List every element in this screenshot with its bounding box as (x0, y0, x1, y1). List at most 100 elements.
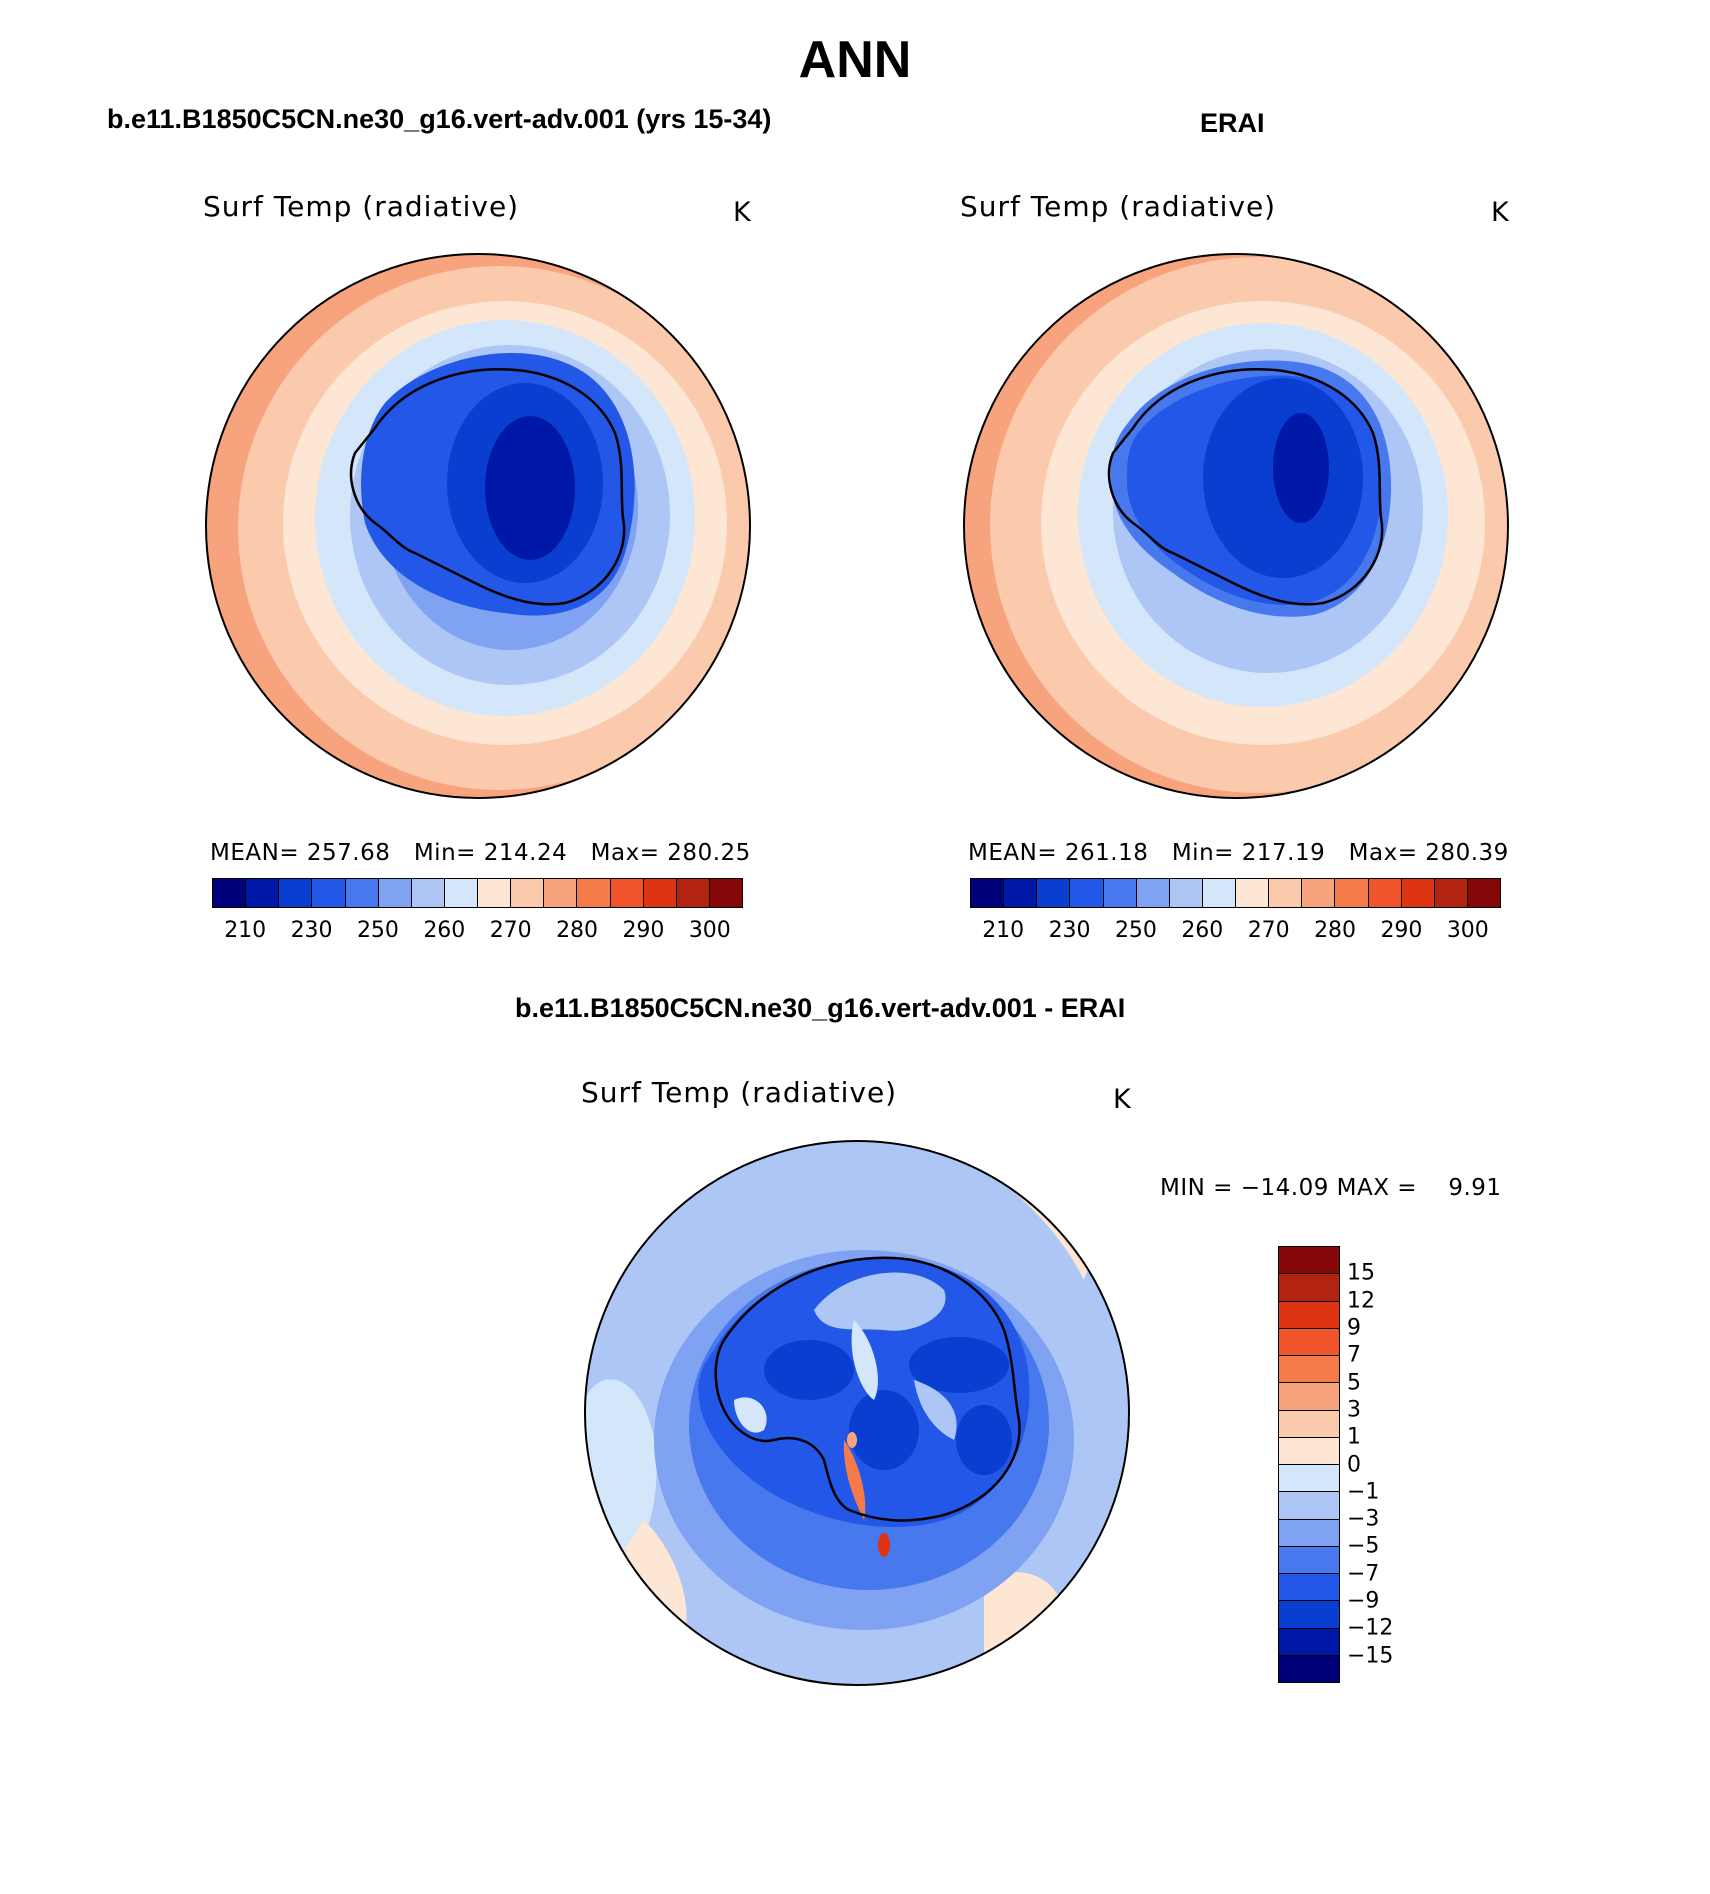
colorbar-segment (1279, 1437, 1339, 1465)
obs-mean-value: 261.18 (1064, 840, 1149, 866)
colorbar-segment (1368, 879, 1402, 907)
diff-case-title: b.e11.B1850C5CN.ne30_g16.vert-adv.001 - … (515, 993, 1126, 1023)
colorbar-segment (312, 879, 346, 907)
colorbar-segment (279, 879, 313, 907)
colorbar-segment (1279, 1356, 1339, 1384)
colorbar-segment (1169, 879, 1203, 907)
colorbar-segment (1467, 879, 1500, 907)
obs-colorbar-ticks: 210 230 250 260 270 280 290 300 (970, 918, 1501, 946)
colorbar-segment (1279, 1601, 1339, 1629)
model-colorbar-ticks: 210 230 250 260 270 280 290 300 (212, 918, 743, 946)
colorbar-segment (577, 879, 611, 907)
obs-map-border (963, 253, 1509, 799)
obs-mean-label: MEAN= (968, 840, 1058, 866)
model-stats: MEAN= 257.68 Min= 214.24 Max= 280.25 (210, 840, 751, 866)
obs-coastline (1107, 368, 1384, 606)
colorbar-tick-label: 290 (622, 918, 665, 943)
colorbar-tick-label: 9 (1347, 1315, 1361, 1341)
model-min-label: Min= (413, 840, 476, 866)
model-case-title: b.e11.B1850C5CN.ne30_g16.vert-adv.001 (y… (107, 104, 772, 134)
colorbar-tick-label: 250 (1114, 918, 1157, 943)
colorbar-tick-label: 260 (423, 918, 466, 943)
colorbar-tick-label: 210 (224, 918, 267, 943)
obs-max-value: 280.39 (1425, 840, 1509, 866)
colorbar-tick-label: 230 (290, 918, 333, 943)
colorbar-tick-label: 210 (982, 918, 1025, 943)
colorbar-tick-label: −5 (1347, 1533, 1380, 1559)
colorbar-segment (643, 879, 677, 907)
colorbar-segment (1302, 879, 1336, 907)
colorbar-segment (1279, 1519, 1339, 1547)
model-coastline (349, 368, 626, 606)
colorbar-segment (709, 879, 742, 907)
colorbar-segment (213, 879, 247, 907)
diff-polar-map (584, 1140, 1130, 1686)
colorbar-tick-label: 0 (1347, 1452, 1361, 1477)
colorbar-segment (1335, 879, 1369, 907)
colorbar-segment (1202, 879, 1236, 907)
colorbar-segment (1279, 1410, 1339, 1438)
colorbar-tick-label: 290 (1380, 918, 1423, 943)
colorbar-tick-label: 280 (556, 918, 599, 943)
diff-map-border (584, 1140, 1130, 1686)
colorbar-segment (1279, 1628, 1339, 1656)
colorbar-tick-label: 270 (489, 918, 532, 943)
colorbar-segment (1279, 1328, 1339, 1356)
colorbar-segment (1279, 1574, 1339, 1602)
colorbar-segment (1236, 879, 1270, 907)
colorbar-segment (1279, 1655, 1339, 1682)
obs-colorbar (970, 878, 1501, 908)
obs-min-label: Min= (1171, 840, 1234, 866)
diff-variable-label: Surf Temp (radiative) (581, 1076, 898, 1109)
model-min-value: 214.24 (483, 840, 568, 866)
colorbar-segment (1070, 879, 1104, 907)
page-title: ANN (798, 31, 912, 89)
colorbar-segment (444, 879, 478, 907)
diff-coastline (714, 1256, 1021, 1522)
colorbar-tick-label: 15 (1347, 1260, 1375, 1286)
colorbar-segment (1279, 1247, 1339, 1275)
colorbar-tick-label: −1 (1347, 1479, 1380, 1505)
model-variable-label: Surf Temp (radiative) (203, 190, 520, 223)
obs-max-label: Max= (1348, 840, 1418, 866)
colorbar-tick-label: 12 (1347, 1288, 1375, 1314)
colorbar-segment (1269, 879, 1303, 907)
colorbar-tick-label: 3 (1347, 1397, 1361, 1423)
colorbar-segment (378, 879, 412, 907)
diff-units-label: K (1113, 1084, 1131, 1115)
colorbar-tick-label: −9 (1347, 1588, 1380, 1614)
colorbar-segment (1037, 879, 1071, 907)
colorbar-segment (610, 879, 644, 907)
diff-colorbar (1278, 1246, 1340, 1683)
colorbar-tick-label: −12 (1347, 1615, 1394, 1641)
model-max-label: Max= (590, 840, 660, 866)
colorbar-tick-label: −7 (1347, 1561, 1380, 1587)
colorbar-tick-label: 300 (688, 918, 731, 943)
diff-minmax-label: MIN = −14.09 MAX = 9.91 (1160, 1175, 1502, 1201)
colorbar-segment (544, 879, 578, 907)
colorbar-tick-label: 230 (1048, 918, 1091, 943)
obs-variable-label: Surf Temp (radiative) (960, 190, 1277, 223)
colorbar-segment (1136, 879, 1170, 907)
colorbar-segment (1279, 1301, 1339, 1329)
colorbar-tick-label: 270 (1247, 918, 1290, 943)
colorbar-segment (246, 879, 280, 907)
colorbar-tick-label: 250 (356, 918, 399, 943)
colorbar-segment (345, 879, 379, 907)
colorbar-segment (676, 879, 710, 907)
obs-min-value: 217.19 (1241, 840, 1326, 866)
diff-colorbar-ticks: 15 12 9 7 5 3 1 0 −1 −3 −5 −7 −9 −12 −15 (1347, 1246, 1427, 1683)
colorbar-tick-label: −3 (1347, 1506, 1380, 1532)
obs-case-title: ERAI (1200, 108, 1265, 138)
obs-polar-map (963, 253, 1509, 799)
colorbar-segment (1279, 1274, 1339, 1302)
obs-stats: MEAN= 261.18 Min= 217.19 Max= 280.39 (968, 840, 1509, 866)
colorbar-tick-label: 1 (1347, 1424, 1361, 1450)
model-mean-value: 257.68 (306, 840, 391, 866)
colorbar-segment (1279, 1546, 1339, 1574)
colorbar-segment (1004, 879, 1038, 907)
model-mean-label: MEAN= (210, 840, 300, 866)
colorbar-segment (1401, 879, 1435, 907)
colorbar-tick-label: −15 (1347, 1643, 1394, 1669)
obs-units-label: K (1491, 197, 1509, 228)
